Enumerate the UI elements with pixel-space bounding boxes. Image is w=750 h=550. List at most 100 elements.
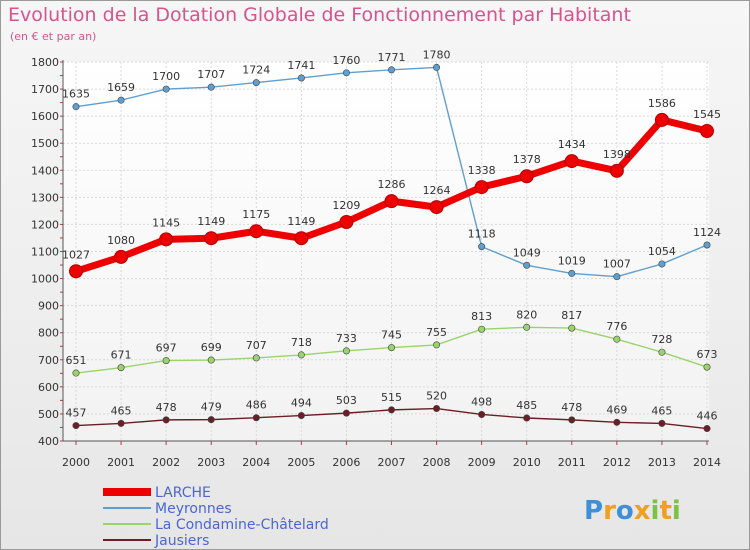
data-label: 699: [201, 341, 222, 354]
data-label: 697: [156, 342, 177, 355]
data-label: 1049: [513, 246, 541, 259]
data-label: 1780: [423, 48, 451, 61]
x-tick-label: 2001: [107, 456, 135, 469]
data-label: 820: [516, 308, 537, 321]
data-label: 1264: [423, 184, 451, 197]
data-label: 520: [426, 390, 447, 403]
chart-title: Evolution de la Dotation Globale de Fonc…: [8, 4, 631, 26]
data-point: [72, 422, 80, 430]
legend-entry: LARCHE: [155, 485, 211, 501]
data-label: 1724: [242, 64, 270, 77]
data-point: [387, 406, 395, 414]
data-label: 1398: [603, 148, 631, 161]
data-point: [433, 341, 441, 349]
data-point: [613, 273, 621, 281]
data-label: 1124: [693, 226, 721, 239]
data-point: [297, 74, 305, 82]
x-tick-label: 2003: [197, 456, 225, 469]
data-point: [249, 224, 264, 239]
data-label: 478: [156, 401, 177, 414]
data-point: [207, 83, 215, 91]
data-point: [478, 325, 486, 333]
data-point: [613, 335, 621, 343]
data-label: 718: [291, 336, 312, 349]
data-point: [654, 112, 669, 127]
data-point: [72, 369, 80, 377]
y-tick-label: 600: [38, 381, 59, 394]
data-label: 1149: [287, 215, 315, 228]
data-point: [117, 419, 125, 427]
data-point: [387, 66, 395, 74]
x-tick-label: 2005: [287, 456, 315, 469]
data-label: 1054: [648, 245, 676, 258]
x-tick-label: 2009: [468, 456, 496, 469]
data-label: 457: [66, 407, 87, 420]
data-point: [523, 414, 531, 422]
y-tick-label: 1300: [31, 191, 59, 204]
data-point: [207, 356, 215, 364]
data-point: [162, 416, 170, 424]
y-tick-label: 1100: [31, 246, 59, 259]
data-label: 446: [697, 410, 718, 423]
data-label: 1771: [378, 51, 406, 64]
data-point: [297, 412, 305, 420]
y-tick-label: 1700: [31, 83, 59, 96]
x-tick-label: 2013: [648, 456, 676, 469]
x-tick-label: 2007: [378, 456, 406, 469]
data-label: 813: [471, 310, 492, 323]
data-point: [384, 194, 399, 209]
y-tick-label: 700: [38, 354, 59, 367]
data-label: 1586: [648, 97, 676, 110]
data-point: [474, 180, 489, 195]
y-tick-label: 900: [38, 300, 59, 313]
data-point: [162, 85, 170, 93]
data-point: [69, 264, 83, 279]
y-tick-label: 800: [38, 327, 59, 340]
data-point: [568, 324, 576, 332]
data-label: 671: [111, 349, 132, 362]
data-label: 651: [66, 354, 87, 367]
data-label: 498: [471, 395, 492, 408]
data-point: [252, 79, 260, 87]
data-point: [478, 243, 486, 251]
data-point: [252, 414, 260, 422]
y-tick-label: 1600: [31, 110, 59, 123]
legend-entry: La Condamine-Châtelard: [155, 517, 329, 533]
legend-entry: Meyronnes: [155, 501, 232, 517]
y-tick-label: 1500: [31, 137, 59, 150]
data-label: 1007: [603, 258, 631, 271]
data-label: 465: [651, 404, 672, 417]
y-tick-label: 1000: [31, 273, 59, 286]
data-label: 1175: [242, 208, 270, 221]
data-label: 1027: [62, 248, 90, 261]
data-point: [609, 163, 624, 178]
y-tick-label: 400: [38, 435, 59, 448]
data-label: 1080: [107, 234, 135, 247]
x-tick-label: 2006: [332, 456, 360, 469]
y-tick-label: 1800: [31, 56, 59, 69]
data-label: 1338: [468, 164, 496, 177]
data-label: 1434: [558, 138, 586, 151]
data-label: 755: [426, 326, 447, 339]
data-point: [658, 260, 666, 268]
x-tick-label: 2010: [513, 456, 541, 469]
data-label: 728: [651, 333, 672, 346]
data-label: 1019: [558, 254, 586, 267]
y-tick-label: 1200: [31, 218, 59, 231]
data-point: [339, 214, 354, 229]
data-point: [519, 169, 534, 184]
data-label: 745: [381, 329, 402, 342]
data-point: [207, 416, 215, 424]
x-tick-label: 2000: [62, 456, 90, 469]
data-label: 776: [606, 320, 627, 333]
data-point: [342, 69, 350, 77]
data-point: [162, 357, 170, 365]
data-label: 1635: [62, 88, 90, 101]
data-label: 1149: [197, 215, 225, 228]
x-tick-label: 2011: [558, 456, 586, 469]
data-label: 817: [561, 309, 582, 322]
data-point: [658, 419, 666, 427]
data-label: 1545: [693, 108, 721, 121]
